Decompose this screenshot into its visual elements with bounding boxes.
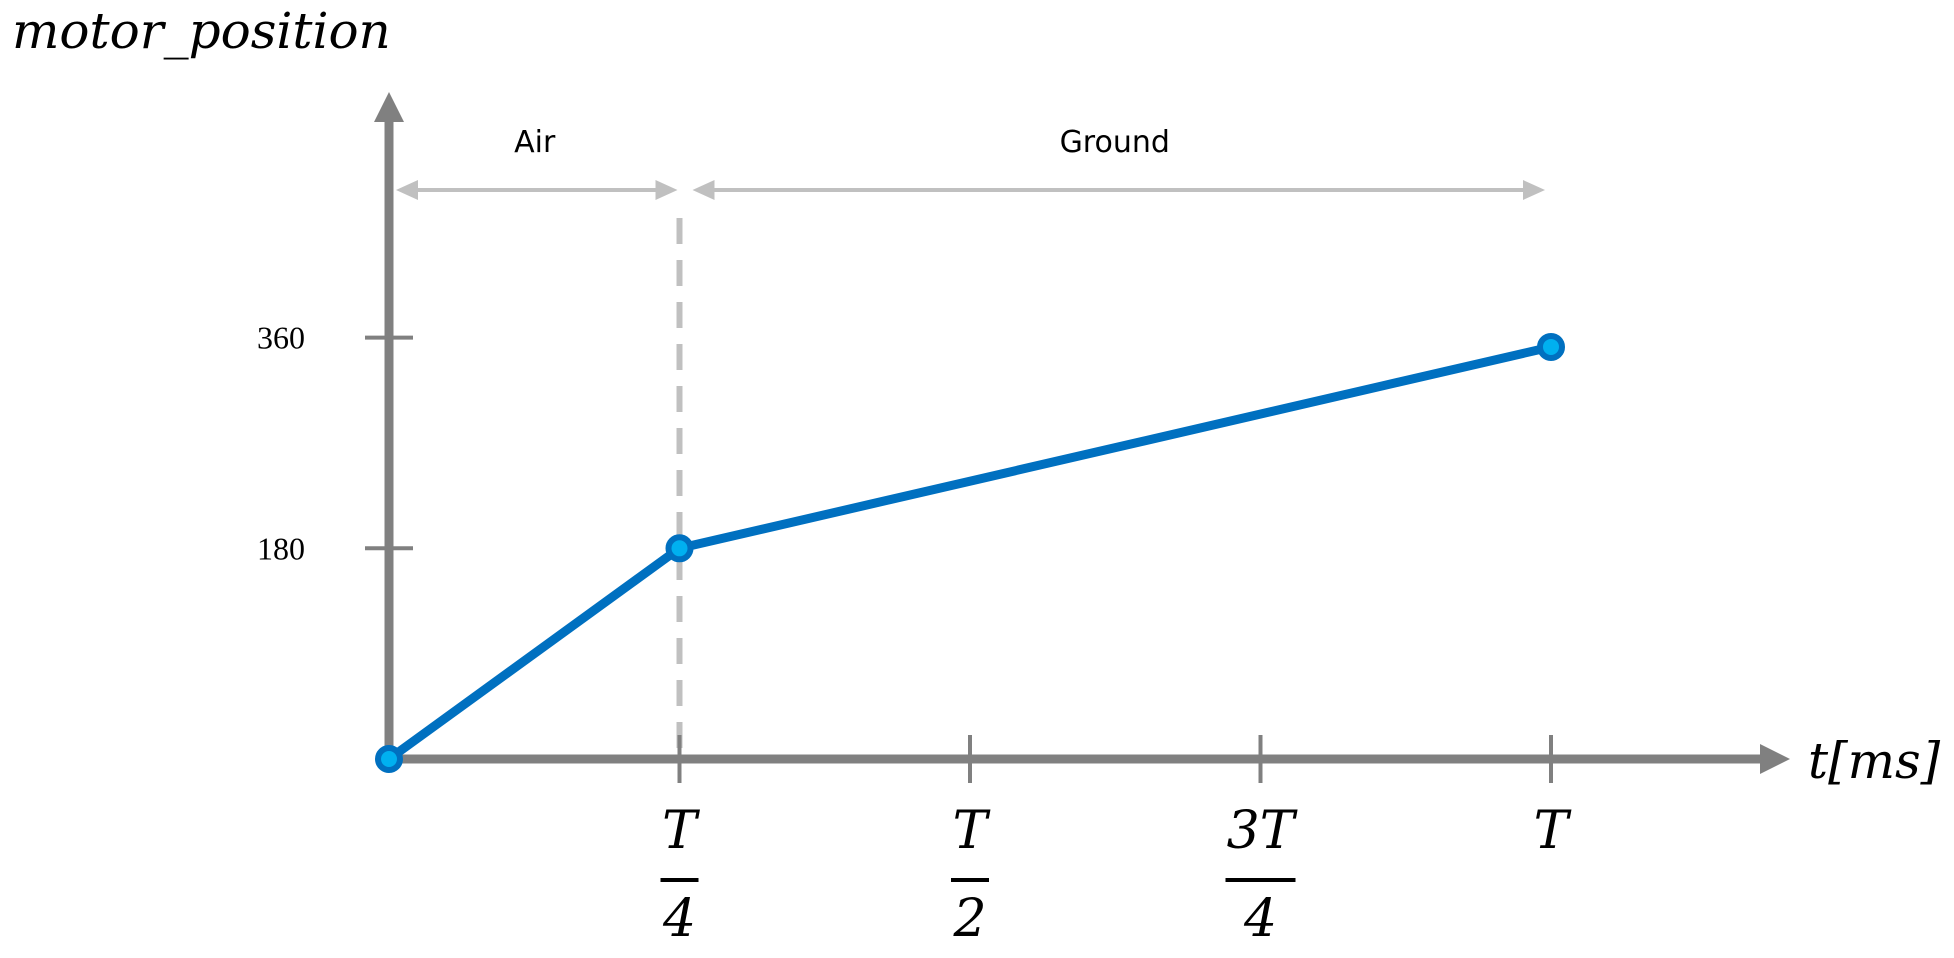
series-line-1: [384, 342, 1556, 764]
data-point-1: [375, 745, 403, 773]
y-tick-label-360: 360: [257, 320, 305, 356]
phase-arrow-head-right: [1523, 180, 1545, 200]
plot-area: Air Ground 180 360 T 4 T 2 3T 4 T: [257, 92, 1790, 949]
x-tick-label-denominator: 2: [952, 889, 986, 949]
phase-arrow-head-left: [692, 180, 715, 200]
phase-label-ground: Ground: [1060, 125, 1170, 160]
phase-label-air: Air: [514, 125, 556, 160]
x-tick-label-numerator: 3T: [1227, 801, 1298, 861]
x-axis-arrowhead: [1760, 744, 1790, 774]
y-axis-arrowhead: [374, 92, 404, 122]
phase-arrow-head-left: [396, 180, 418, 200]
y-axis-label: motor_position: [12, 2, 391, 60]
data-point-2: [665, 534, 694, 563]
data-point-3: [1537, 332, 1565, 361]
x-tick-label-T: T: [1534, 801, 1572, 861]
y-tick-label-180: 180: [257, 530, 305, 566]
x-axis-label: t[ms]: [1808, 732, 1941, 790]
x-tick-label-numerator: T: [662, 801, 700, 861]
x-tick-label-denominator: 4: [1243, 889, 1277, 949]
x-tick-label-denominator: 4: [662, 889, 696, 949]
x-tick-label-numerator: T: [953, 801, 991, 861]
phase-arrow-head-right: [655, 180, 678, 200]
